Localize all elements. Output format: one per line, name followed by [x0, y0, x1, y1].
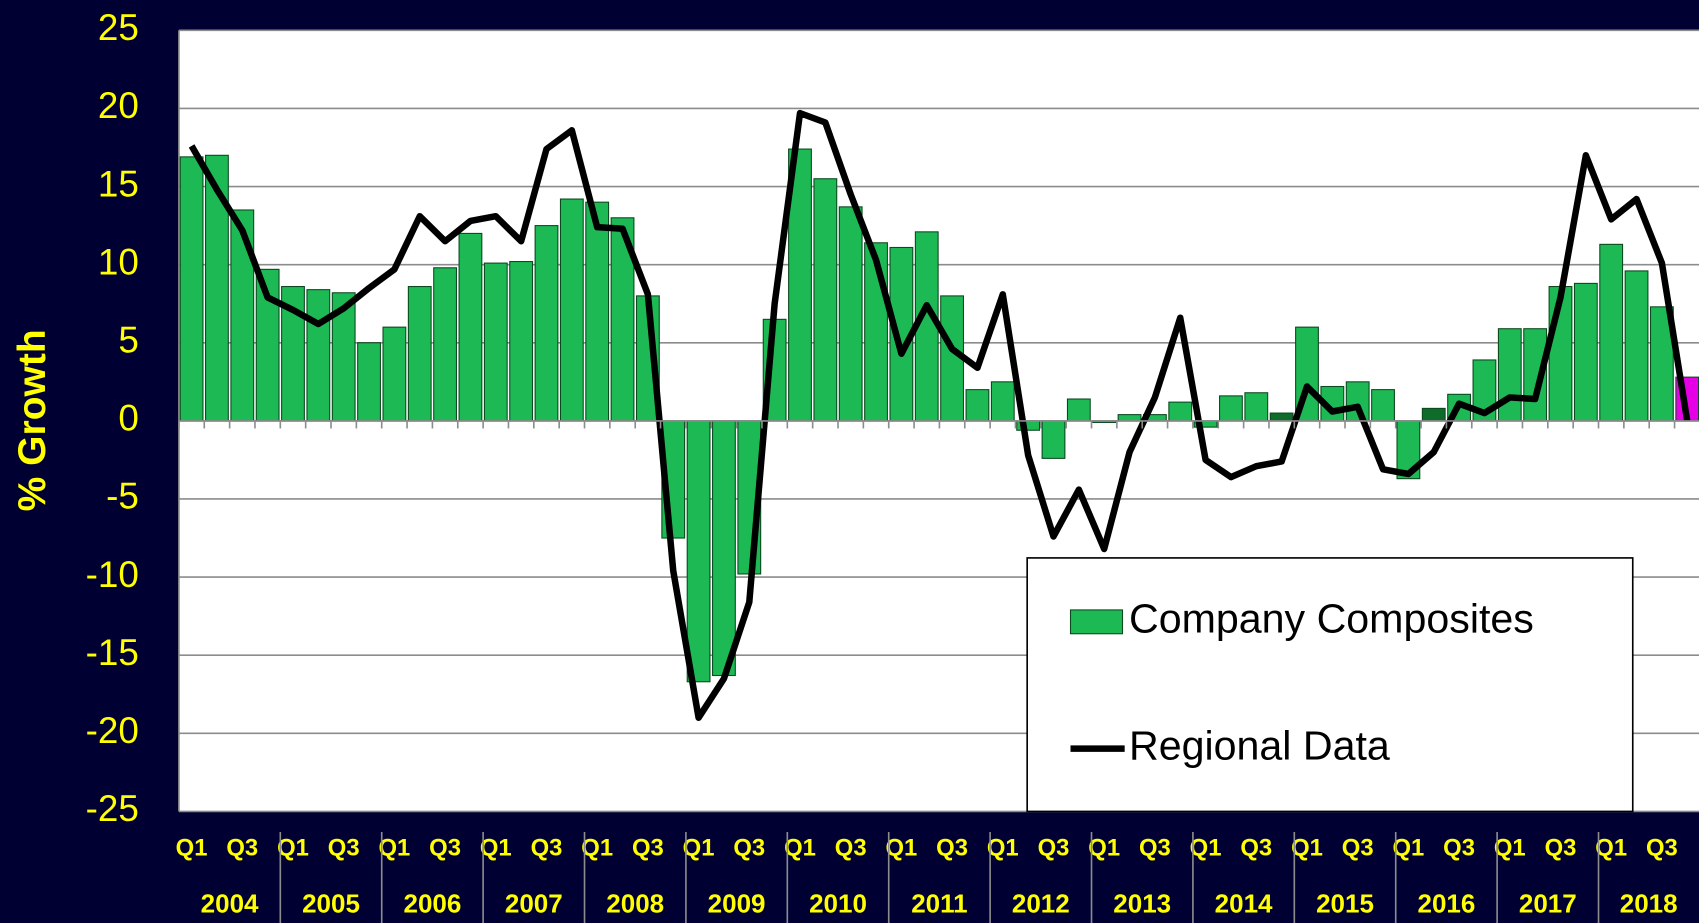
- y-tick-label: 15: [98, 163, 139, 204]
- x-tick-label: Q1: [1392, 835, 1424, 862]
- x-tick-label: Q1: [581, 835, 613, 862]
- year-label: 2005: [302, 889, 360, 919]
- bar: [230, 209, 255, 422]
- bar: [1066, 398, 1091, 422]
- x-tick-label: Q1: [277, 835, 309, 862]
- bar: [1599, 243, 1624, 422]
- legend-label: Company Composites: [1129, 596, 1534, 642]
- y-tick-label: -5: [106, 476, 139, 517]
- x-tick-label: Q1: [784, 835, 816, 862]
- bar: [433, 267, 458, 422]
- bar: [179, 156, 204, 422]
- y-tick-label: 20: [98, 85, 139, 126]
- x-tick-label: Q1: [1291, 835, 1323, 862]
- x-tick-label: Q1: [987, 835, 1019, 862]
- bar: [1041, 420, 1066, 459]
- y-tick-label: -20: [86, 710, 139, 751]
- y-tick-label: -10: [86, 554, 139, 595]
- bar: [559, 198, 584, 422]
- bar: [1219, 395, 1243, 422]
- x-tick-label: Q3: [632, 835, 664, 862]
- x-tick-label: Q3: [1342, 835, 1374, 862]
- y-tick-label: -15: [86, 632, 139, 673]
- year-label: 2011: [911, 889, 967, 919]
- x-tick-label: Q3: [531, 835, 563, 862]
- x-tick-label: Q3: [936, 835, 968, 862]
- y-tick-label: 10: [98, 241, 139, 282]
- bar: [1117, 414, 1142, 422]
- year-label: 2018: [1620, 889, 1678, 919]
- bar: [1421, 407, 1446, 422]
- year-label: 2012: [1012, 889, 1070, 919]
- bar: [1497, 328, 1522, 422]
- x-tick-label: Q1: [1494, 835, 1526, 862]
- x-tick-label: Q1: [480, 835, 512, 862]
- bar: [965, 389, 990, 422]
- y-tick-label: -25: [86, 788, 139, 829]
- x-tick-label: Q1: [176, 835, 208, 862]
- year-label: 2007: [505, 889, 563, 919]
- legend-label: Regional Data: [1129, 722, 1390, 768]
- x-tick-label: Q1: [1088, 835, 1120, 862]
- bar: [1244, 392, 1269, 422]
- x-tick-label: Q3: [1038, 835, 1070, 862]
- bar: [585, 201, 610, 422]
- year-label: 2017: [1519, 889, 1577, 919]
- x-tick-label: Q3: [1240, 835, 1272, 862]
- y-tick-label: 0: [118, 398, 138, 439]
- year-label: 2009: [708, 889, 766, 919]
- legend-box: [1026, 557, 1634, 813]
- year-label: 2013: [1113, 889, 1171, 919]
- x-tick-label: Q3: [1646, 835, 1678, 862]
- x-tick-label: Q1: [683, 835, 715, 862]
- bar: [357, 342, 381, 422]
- bar: [813, 178, 838, 422]
- bar: [407, 285, 432, 422]
- year-label: 2010: [809, 889, 867, 919]
- year-label: 2008: [606, 889, 664, 919]
- bar: [990, 381, 1015, 422]
- bar: [509, 260, 534, 422]
- x-tick-label: Q1: [885, 835, 917, 862]
- bar: [458, 232, 483, 422]
- bar: [686, 420, 711, 683]
- bar: [483, 262, 508, 422]
- bar: [1624, 270, 1649, 422]
- x-tick-label: Q3: [429, 835, 461, 862]
- bar: [1371, 389, 1395, 422]
- x-tick-label: Q1: [1190, 835, 1222, 862]
- x-tick-label: Q3: [226, 835, 258, 862]
- bar: [1168, 401, 1193, 422]
- bar: [382, 326, 407, 422]
- x-tick-label: Q1: [1595, 835, 1627, 862]
- year-label: 2004: [201, 889, 259, 919]
- x-tick-label: Q3: [328, 835, 360, 862]
- line: [188, 109, 1691, 721]
- bar: [1573, 282, 1598, 422]
- x-tick-label: Q3: [1139, 835, 1171, 862]
- bar: [838, 206, 863, 422]
- x-tick-label: Q1: [378, 835, 410, 862]
- x-tick-label: Q3: [733, 835, 765, 862]
- year-label: 2014: [1215, 889, 1273, 919]
- y-tick-label: 5: [118, 320, 138, 361]
- y-tick-label: 25: [98, 7, 139, 48]
- bar: [712, 420, 736, 677]
- bar: [306, 289, 331, 422]
- bar: [1269, 412, 1294, 422]
- x-tick-label: Q3: [1545, 835, 1577, 862]
- year-label: 2016: [1417, 889, 1475, 919]
- year-label: 2015: [1316, 889, 1374, 919]
- x-tick-label: Q3: [835, 835, 867, 862]
- bar: [534, 225, 559, 422]
- legend-swatch: [1069, 609, 1124, 635]
- x-tick-label: Q3: [1443, 835, 1475, 862]
- year-label: 2006: [403, 889, 461, 919]
- y-axis-label: % Growth: [11, 329, 54, 511]
